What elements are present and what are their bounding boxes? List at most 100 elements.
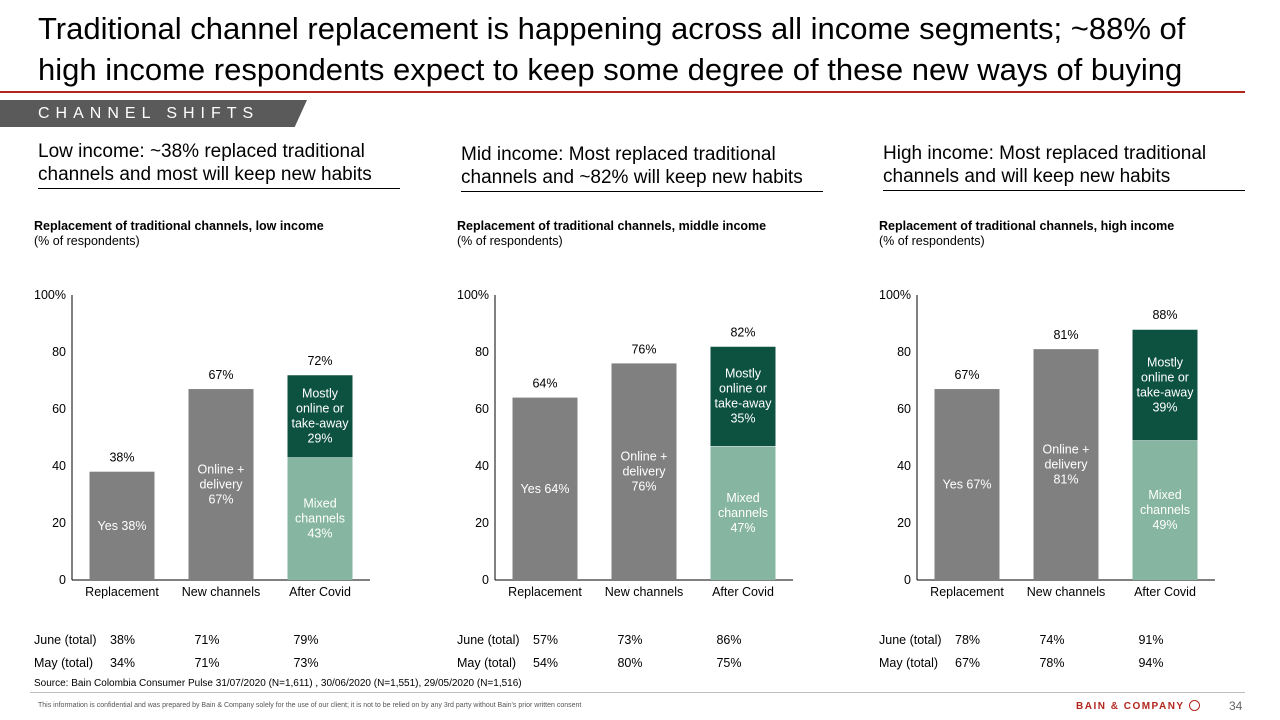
summary-value: 71% xyxy=(194,633,220,647)
summary-value: 67% xyxy=(955,656,981,670)
segment-label: 81% xyxy=(1053,473,1078,487)
panel-heading-divider xyxy=(461,191,823,192)
segment-label: 43% xyxy=(307,527,332,541)
summary-value: 38% xyxy=(110,633,136,647)
segment-label: Mixed xyxy=(726,491,759,505)
segment-label: 76% xyxy=(631,480,656,494)
chart-subtitle: (% of respondents) xyxy=(457,234,563,248)
summary-value: 71% xyxy=(194,656,220,670)
page-title: Traditional channel replacement is happe… xyxy=(38,11,1186,87)
bar-total-label: 82% xyxy=(730,325,755,339)
segment-label: Mostly xyxy=(302,387,339,401)
bar-total-label: 64% xyxy=(532,377,557,391)
bar-segment xyxy=(611,363,677,580)
page-number: 34 xyxy=(1229,699,1243,713)
y-tick-label: 0 xyxy=(904,573,911,587)
summary-value: 57% xyxy=(533,633,559,647)
panel-heading-divider xyxy=(38,188,400,189)
summary-row-label: May (total) xyxy=(457,656,517,670)
chart-subtitle: (% of respondents) xyxy=(879,234,985,248)
panel-mid-income: Mid income: Most replaced traditional ch… xyxy=(457,138,841,688)
summary-value: 54% xyxy=(533,656,559,670)
summary-value: 91% xyxy=(1138,633,1164,647)
segment-label: channels xyxy=(718,506,768,520)
summary-value: 94% xyxy=(1138,656,1164,670)
segment-label: Online + xyxy=(198,463,245,477)
bar-chart-low-income: 0 20 40 60 80 100% Yes 38% 38% Replacement Online… xyxy=(34,288,370,599)
segment-label: take-away xyxy=(715,397,773,411)
bar-total-label: 88% xyxy=(1152,308,1177,322)
panel-heading: High income: Most replaced traditional c… xyxy=(883,143,1207,187)
disclaimer: This information is confidential and was… xyxy=(38,702,582,709)
y-tick-label: 80 xyxy=(52,345,66,359)
segment-label: Yes 67% xyxy=(943,478,992,492)
summary-value: 73% xyxy=(617,633,643,647)
x-tick-label: Replacement xyxy=(85,585,159,599)
summary-value: 86% xyxy=(716,633,742,647)
bar-segment xyxy=(1033,349,1099,580)
chart-title: Replacement of traditional channels, low… xyxy=(34,219,324,233)
bar-total-label: 81% xyxy=(1053,328,1078,342)
x-tick-label: After Covid xyxy=(712,585,774,599)
summary-value: 79% xyxy=(293,633,319,647)
bar-segment xyxy=(287,457,353,580)
segment-label: 29% xyxy=(307,432,332,446)
segment-label: 67% xyxy=(208,493,233,507)
segment-label: 39% xyxy=(1152,400,1177,414)
y-tick-label: 0 xyxy=(59,573,66,587)
segment-label: take-away xyxy=(1137,385,1195,399)
y-tick-label: 100% xyxy=(879,288,911,302)
bar-chart-high-income: 0 20 40 60 80 100% Yes 67% 67% Replacement Online… xyxy=(879,288,1215,599)
y-tick-label: 100% xyxy=(34,288,66,302)
panel-heading: Low income: ~38% replaced traditional ch… xyxy=(38,141,372,185)
y-tick-label: 40 xyxy=(52,459,66,473)
segment-label: Mostly xyxy=(725,367,762,381)
y-tick-label: 20 xyxy=(475,516,489,530)
summary-row-label: June (total) xyxy=(457,633,520,647)
summary-value: 80% xyxy=(617,656,643,670)
summary-value: 34% xyxy=(110,656,136,670)
bar-total-label: 72% xyxy=(307,354,332,368)
panel-heading-divider xyxy=(883,190,1245,191)
x-tick-label: After Covid xyxy=(289,585,351,599)
bar-segment xyxy=(89,471,155,580)
segment-label: online or xyxy=(1141,370,1189,384)
y-tick-label: 80 xyxy=(475,345,489,359)
bar-segment xyxy=(710,346,776,447)
y-tick-label: 0 xyxy=(482,573,489,587)
x-tick-label: New channels xyxy=(182,585,261,599)
segment-label: delivery xyxy=(199,478,243,492)
y-tick-label: 20 xyxy=(897,516,911,530)
x-tick-label: After Covid xyxy=(1134,585,1196,599)
segment-label: Online + xyxy=(621,450,668,464)
title-divider xyxy=(0,91,1245,93)
source-note: Source: Bain Colombia Consumer Pulse 31/… xyxy=(34,678,522,689)
summary-value: 73% xyxy=(293,656,319,670)
logo-text: BAIN & COMPANY xyxy=(1076,701,1185,712)
company-logo: BAIN & COMPANY xyxy=(1076,700,1200,712)
bar-segment xyxy=(188,389,254,580)
segment-label: delivery xyxy=(1044,458,1088,472)
bar-segment xyxy=(287,374,353,458)
x-tick-label: Replacement xyxy=(930,585,1004,599)
bar-segment xyxy=(934,389,1000,580)
y-tick-label: 40 xyxy=(897,459,911,473)
x-tick-label: Replacement xyxy=(508,585,582,599)
y-tick-label: 60 xyxy=(52,402,66,416)
bar-total-label: 76% xyxy=(631,342,656,356)
panel-low-income: Low income: ~38% replaced traditional ch… xyxy=(34,138,418,688)
section-tag: CHANNEL SHIFTS xyxy=(0,100,307,127)
x-tick-label: New channels xyxy=(1027,585,1106,599)
chart-title: Replacement of traditional channels, hig… xyxy=(879,219,1175,233)
segment-label: Yes 64% xyxy=(521,482,570,496)
y-tick-label: 80 xyxy=(897,345,911,359)
segment-label: channels xyxy=(1140,503,1190,517)
logo-mark-icon xyxy=(1188,700,1200,711)
y-tick-label: 60 xyxy=(475,402,489,416)
segment-label: channels xyxy=(295,512,345,526)
x-tick-label: New channels xyxy=(605,585,684,599)
summary-row-label: June (total) xyxy=(34,633,97,647)
y-tick-label: 40 xyxy=(475,459,489,473)
segment-label: Mixed xyxy=(1148,488,1181,502)
bar-segment xyxy=(1132,329,1198,441)
